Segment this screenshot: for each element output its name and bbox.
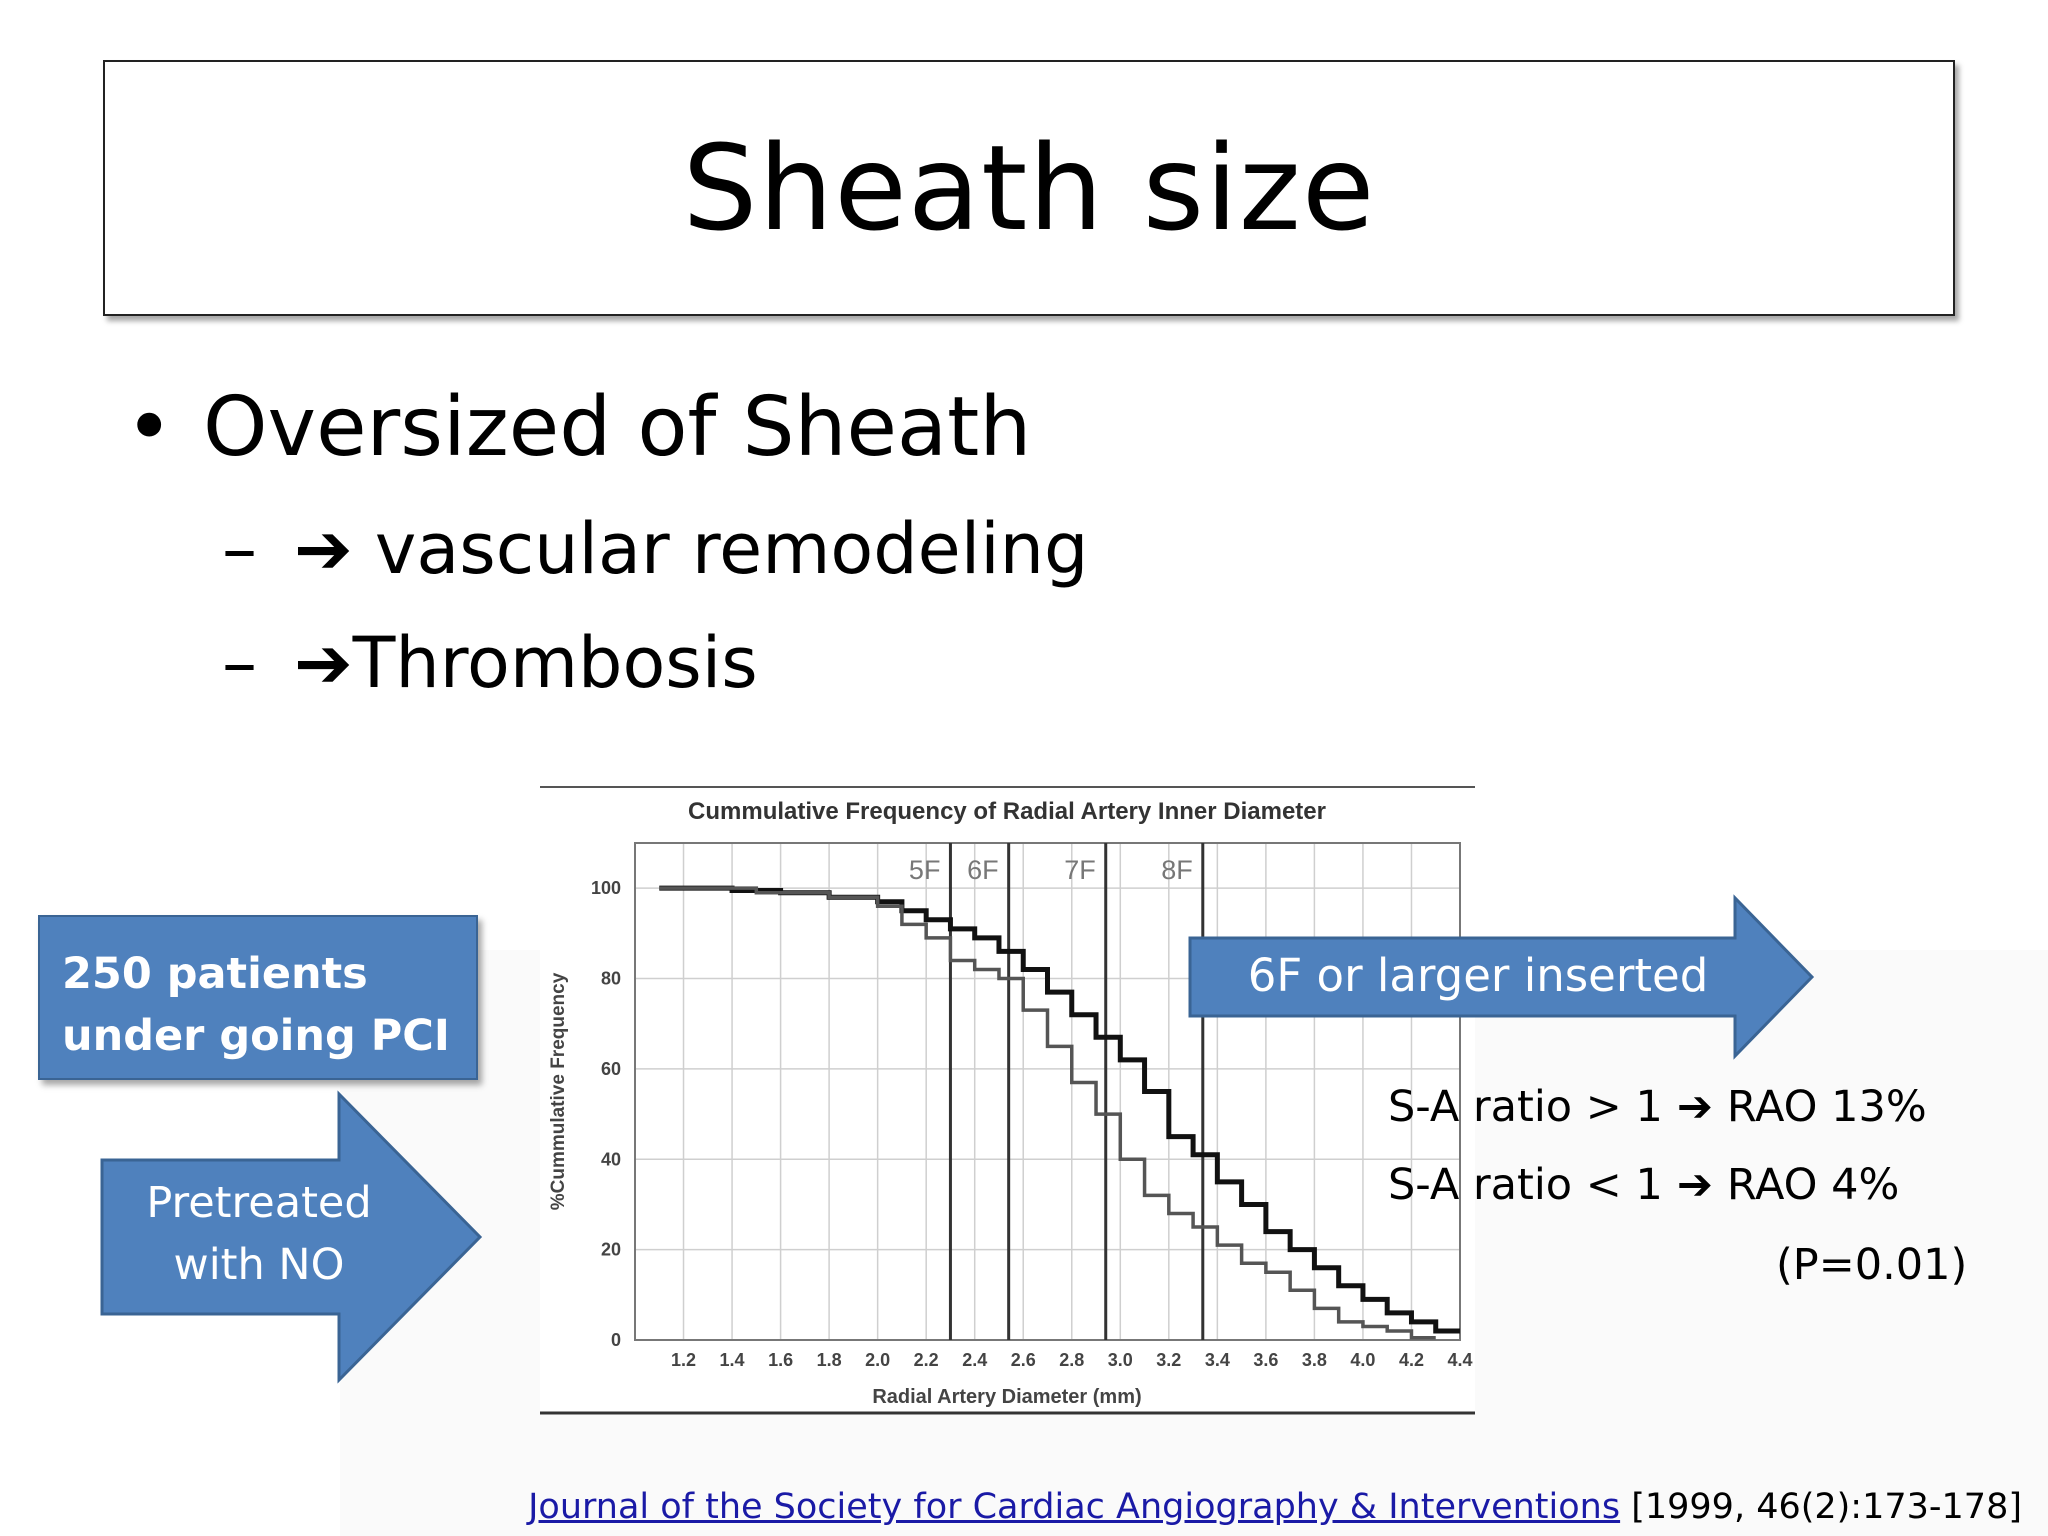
right-arrow-icon: ➔ [1676, 1082, 1713, 1132]
inserted-arrow [1188, 894, 1815, 1060]
sheath-label-6f: 6F [967, 855, 999, 885]
ratio-high-value: RAO 13% [1726, 1082, 1927, 1132]
right-arrow-icon: ➔ [294, 508, 353, 590]
x-tick-label: 2.2 [914, 1350, 939, 1370]
sheath-label-7f: 7F [1064, 855, 1096, 885]
pretreated-arrow [100, 1090, 483, 1384]
ratio-low-label: S-A ratio < 1 [1388, 1160, 1663, 1210]
cumulative-frequency-chart: Cummulative Frequency of Radial Artery I… [540, 785, 1475, 1415]
chart-title: Cummulative Frequency of Radial Artery I… [688, 798, 1326, 825]
y-tick-label: 40 [601, 1149, 621, 1169]
bullet-text: Oversized of Sheath [203, 380, 1032, 475]
pretreated-arrow-shape [100, 1090, 483, 1384]
title-box: Sheath size [103, 60, 1955, 316]
x-tick-label: 3.4 [1205, 1350, 1230, 1370]
ratio-high-row: S-A ratio > 1 ➔ RAO 13% [1388, 1082, 1927, 1132]
sub-bullet-remodeling: – ➔ vascular remodeling [222, 508, 1088, 590]
patients-callout: 250 patients under going PCI [38, 915, 478, 1080]
journal-link[interactable]: Journal of the Society for Cardiac Angio… [528, 1487, 1621, 1527]
x-tick-label: 1.2 [671, 1350, 696, 1370]
sub-bullet-thrombosis: – ➔Thrombosis [222, 622, 758, 704]
x-tick-label: 3.6 [1253, 1350, 1278, 1370]
sub-bullet-dash: – [222, 508, 257, 590]
citation: Journal of the Society for Cardiac Angio… [528, 1487, 2022, 1527]
x-tick-label: 1.8 [817, 1350, 842, 1370]
p-value: (P=0.01) [1776, 1240, 1968, 1290]
x-tick-label: 1.6 [768, 1350, 793, 1370]
y-axis-label: %Cummulative Frequency [548, 972, 569, 1210]
y-tick-label: 60 [601, 1059, 621, 1079]
citation-ref: [1999, 46(2):173-178] [1620, 1487, 2022, 1527]
inserted-text: 6F or larger inserted [1247, 949, 1709, 1002]
sub-bullet-text: vascular remodeling [352, 508, 1089, 590]
x-tick-label: 3.2 [1156, 1350, 1181, 1370]
y-tick-label: 80 [601, 969, 621, 989]
x-tick-label: 2.0 [865, 1350, 890, 1370]
bullet-marker: • [125, 380, 174, 475]
sheath-label-5f: 5F [909, 855, 941, 885]
x-tick-label: 2.4 [962, 1350, 987, 1370]
pretreated-line-2: with NO [173, 1240, 345, 1290]
sheath-label-8f: 8F [1161, 855, 1193, 885]
y-tick-label: 100 [591, 878, 621, 898]
x-tick-label: 3.8 [1302, 1350, 1327, 1370]
patients-line-2: under going PCI [62, 1011, 450, 1061]
series-line-1 [659, 885, 1460, 1334]
series-line-2 [659, 886, 1436, 1340]
x-tick-label: 2.8 [1059, 1350, 1084, 1370]
sub-bullet-text: Thrombosis [352, 622, 758, 704]
bullet-oversized-sheath: • Oversized of Sheath [125, 380, 1031, 475]
plot-frame [634, 842, 1461, 1341]
pretreated-line-1: Pretreated [146, 1178, 372, 1228]
right-arrow-icon: ➔ [294, 622, 353, 704]
ratio-low-value: RAO 4% [1726, 1160, 1900, 1210]
ratio-low-row: S-A ratio < 1 ➔ RAO 4% [1388, 1160, 1899, 1210]
pretreated-text: Pretreated with NO [104, 1172, 414, 1296]
slide-title: Sheath size [682, 119, 1376, 257]
patients-line-1: 250 patients [62, 949, 368, 999]
y-tick-label: 0 [611, 1330, 621, 1350]
x-tick-label: 1.4 [720, 1350, 745, 1370]
x-tick-label: 4.2 [1399, 1350, 1424, 1370]
x-tick-label: 4.4 [1447, 1350, 1472, 1370]
sub-bullet-dash: – [222, 622, 257, 704]
x-axis-label: Radial Artery Diameter (mm) [872, 1386, 1141, 1408]
x-tick-label: 3.0 [1108, 1350, 1133, 1370]
y-tick-label: 20 [601, 1240, 621, 1260]
x-tick-label: 4.0 [1350, 1350, 1375, 1370]
x-tick-label: 2.6 [1011, 1350, 1036, 1370]
inserted-arrow-shape [1188, 894, 1815, 1060]
ratio-high-label: S-A ratio > 1 [1388, 1082, 1663, 1132]
right-arrow-icon: ➔ [1676, 1160, 1713, 1210]
